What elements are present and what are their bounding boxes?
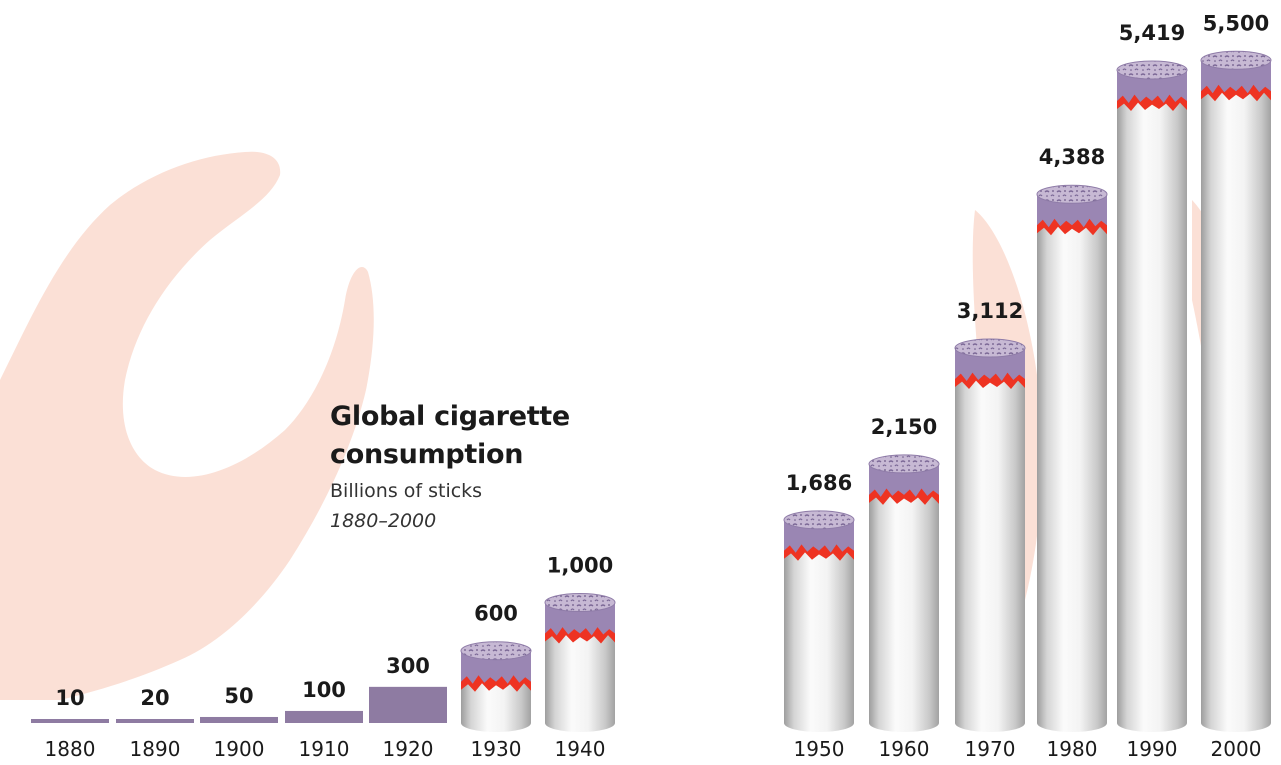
tick-label-1940: 1940 [555, 737, 606, 761]
bar-1960 [868, 454, 940, 732]
value-label-1990: 5,419 [1119, 21, 1185, 45]
cigarette-paper [784, 519, 854, 732]
bar-1920 [369, 686, 447, 723]
tick-label-1950: 1950 [794, 737, 845, 761]
chart-period: 1880–2000 [330, 510, 437, 532]
bar-1950 [783, 510, 855, 732]
cigarette-top [783, 510, 855, 530]
tick-label-1910: 1910 [299, 737, 350, 761]
tick-label-1890: 1890 [130, 737, 181, 761]
tick-label-1930: 1930 [471, 737, 522, 761]
value-label-2000: 5,500 [1203, 11, 1269, 35]
cigarette-ember [784, 541, 854, 561]
tick-label-2000: 2000 [1211, 737, 1262, 761]
cigarette-paper [1037, 194, 1107, 733]
bar-1990 [1116, 60, 1188, 732]
cigarette-ember [955, 370, 1025, 389]
value-label-1900: 50 [224, 684, 253, 708]
value-label-1880: 10 [55, 686, 84, 710]
cigarette-ember [461, 672, 531, 692]
tick-label-1980: 1980 [1047, 737, 1098, 761]
tick-label-1960: 1960 [879, 737, 930, 761]
cigarette-top [1200, 50, 1272, 70]
value-label-1940: 1,000 [547, 554, 613, 578]
cigarette-top [954, 338, 1026, 358]
cigarette-ember [869, 485, 939, 505]
cigarette-ember [1201, 82, 1271, 102]
bar-1890 [116, 719, 194, 723]
tick-label-1880: 1880 [45, 737, 96, 761]
bar-1900 [200, 716, 278, 723]
bar-1930 [460, 641, 532, 732]
cigarette-ember [1117, 92, 1187, 111]
cigarette-paper [1117, 70, 1187, 732]
title-block: Global cigarette consumption Billions of… [330, 398, 600, 536]
chart-title: Global cigarette consumption [330, 401, 570, 470]
cigarette-paper [1201, 60, 1271, 732]
value-labels-group: 10 20 50 100 300 600 1,000 1,686 2,150 3,112 4,388… [55, 11, 1269, 710]
value-label-1970: 3,112 [957, 299, 1023, 323]
tick-label-1970: 1970 [965, 737, 1016, 761]
value-label-1930: 600 [474, 602, 518, 626]
bar-1880 [31, 719, 109, 723]
bars-group [31, 50, 1272, 733]
cigarette-top [460, 641, 532, 661]
value-label-1950: 1,686 [786, 471, 852, 495]
value-label-1910: 100 [302, 678, 346, 702]
bar-1910 [285, 710, 363, 723]
cigarette-paper [955, 348, 1025, 732]
bar-1970 [954, 338, 1026, 732]
tick-label-1900: 1900 [214, 737, 265, 761]
cigarette-top [868, 454, 940, 474]
cigarette-top [1036, 184, 1108, 204]
bar-1940 [544, 593, 616, 732]
cigarette-top [544, 593, 616, 612]
value-label-1920: 300 [386, 654, 430, 678]
bar-2000 [1200, 50, 1272, 732]
value-label-1890: 20 [140, 686, 169, 710]
tick-label-1920: 1920 [383, 737, 434, 761]
cigarette-paper [869, 463, 939, 732]
cigarette-top [1116, 60, 1188, 80]
chart-subtitle: Billions of sticks [330, 480, 483, 502]
x-axis-tick-labels: 1880 1890 1900 1910 1920 1930 1940 1950 1960 1970… [45, 737, 1262, 761]
value-label-1960: 2,150 [871, 415, 937, 439]
value-label-1980: 4,388 [1039, 145, 1105, 169]
tick-label-1990: 1990 [1127, 737, 1178, 761]
cigarette-ember [545, 624, 615, 644]
cigarette-ember [1037, 216, 1107, 236]
bar-1980 [1036, 184, 1108, 733]
